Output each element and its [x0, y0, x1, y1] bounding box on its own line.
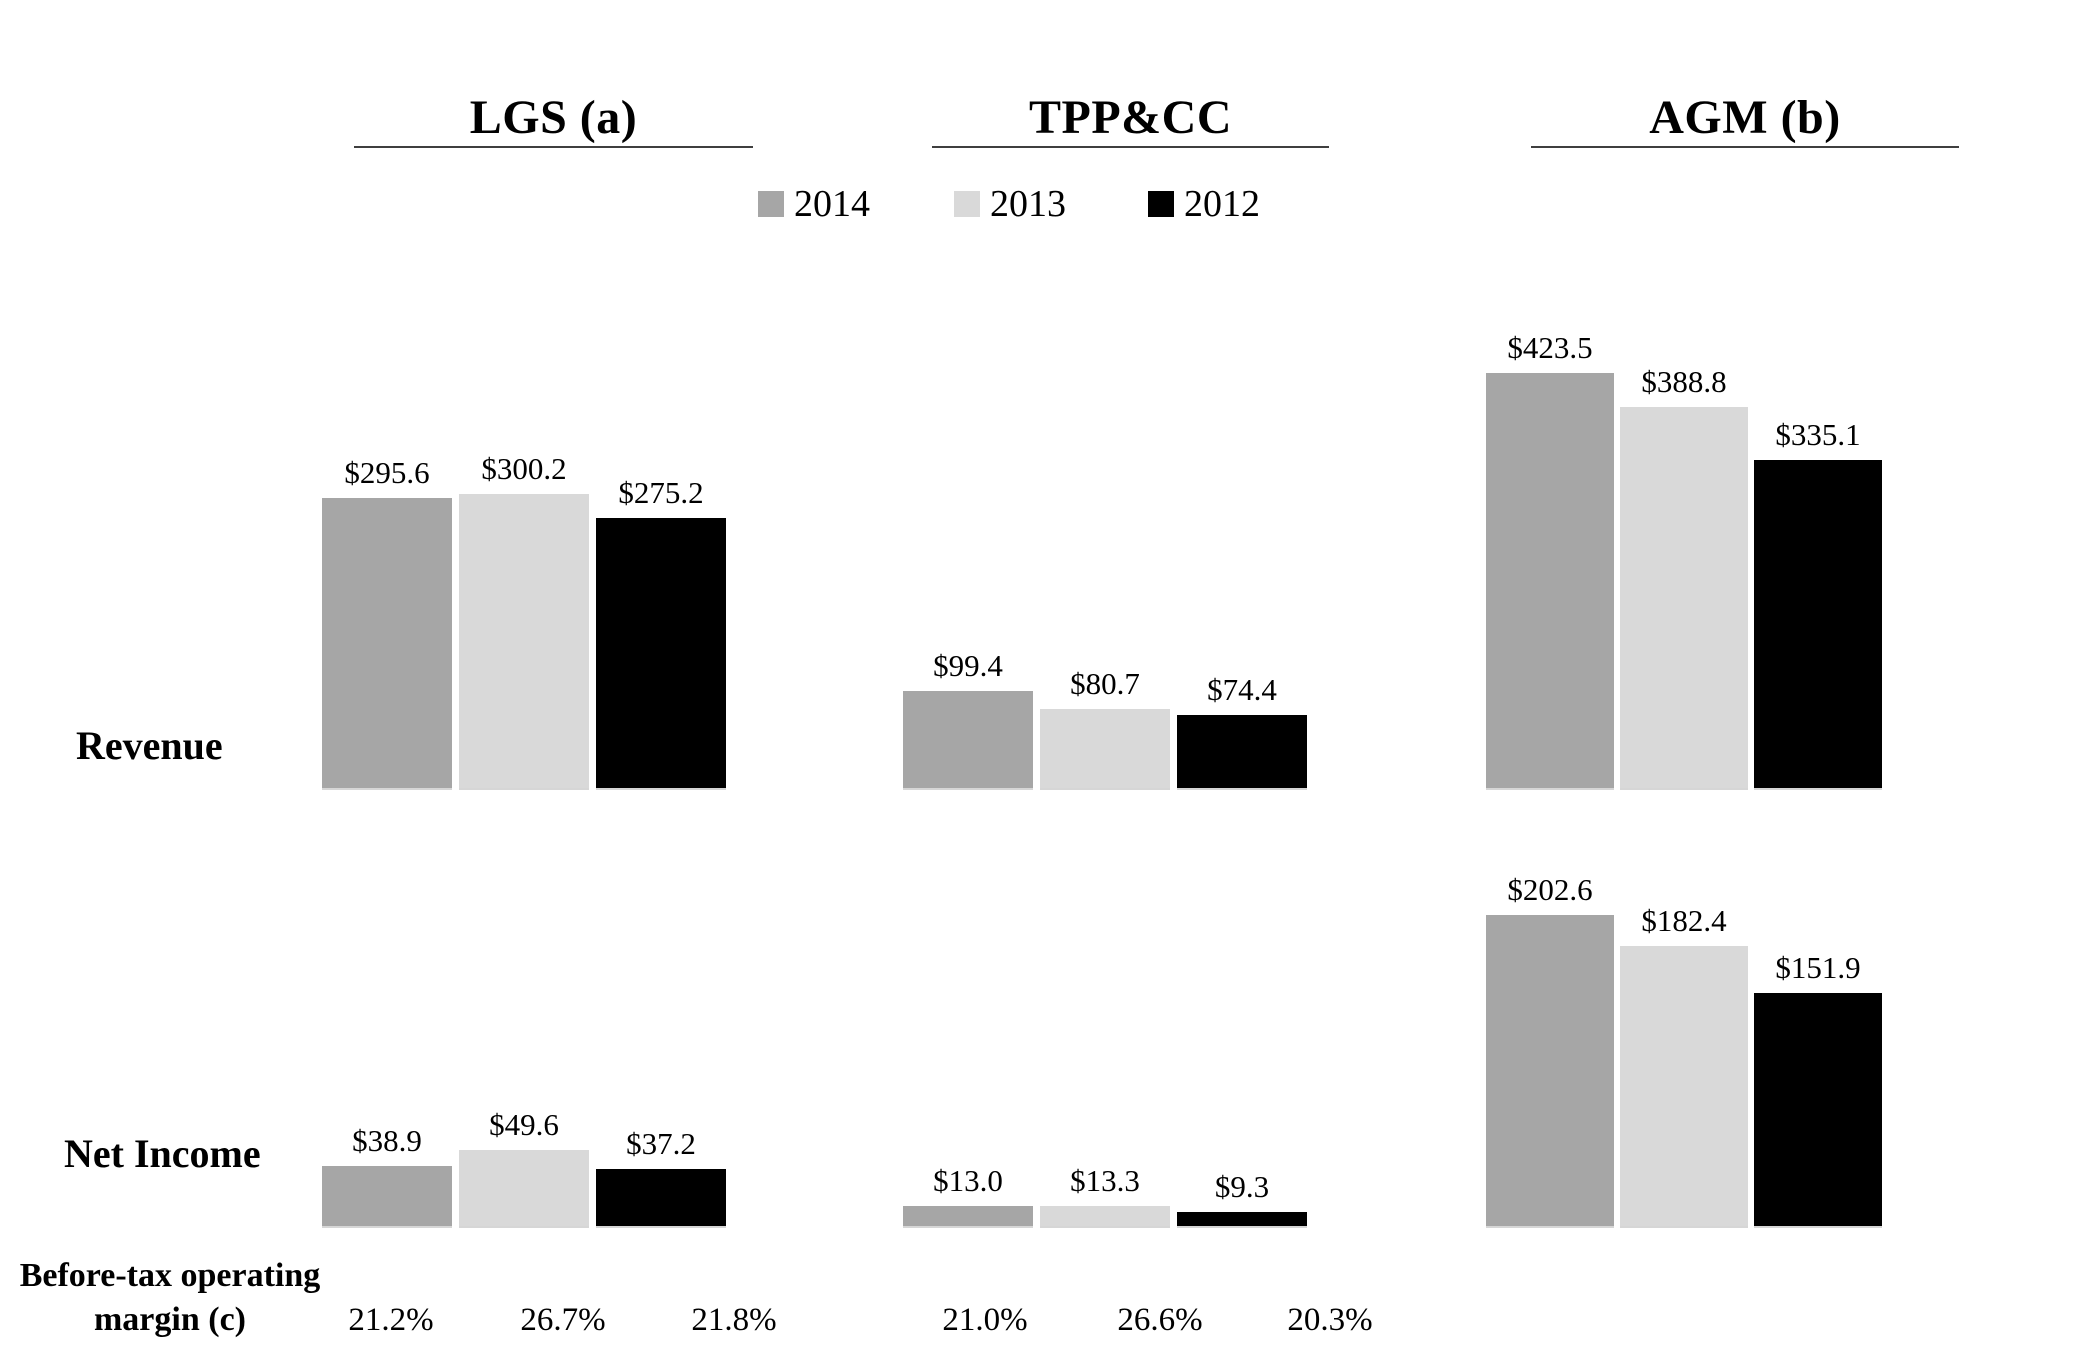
bar-revenue-2012	[596, 518, 726, 788]
bar-net_income-2013	[459, 1150, 589, 1226]
bar-revenue-2014	[1486, 373, 1614, 788]
legend-item-2014: 2014	[758, 184, 918, 224]
bar-net_income-2014	[903, 1206, 1033, 1226]
row-label-revenue: Revenue	[76, 723, 223, 768]
bar-net_income-2014	[322, 1166, 452, 1226]
legend-label-2013: 2013	[990, 183, 1066, 225]
bar-net_income-2014	[1486, 915, 1614, 1226]
bar-revenue-2013	[459, 494, 589, 788]
bar-value-label: $202.6	[1507, 872, 1593, 907]
bar-value-label: $37.2	[626, 1126, 696, 1161]
segment-header-agm: AGM (b)	[1531, 90, 1959, 148]
bar-net_income-2013	[1040, 1206, 1170, 1226]
segment-header-tppcc: TPP&CC	[932, 90, 1329, 148]
margin-row-label-line2: margin (c)	[93, 1301, 246, 1338]
bar-revenue-2014	[322, 498, 452, 788]
legend-label-2012: 2012	[1184, 183, 1260, 225]
bar-value-label: $13.0	[933, 1163, 1003, 1198]
margin-row-label-line1: Before-tax operating	[19, 1257, 321, 1294]
bar-revenue-2012	[1754, 460, 1882, 788]
bar-value-label: $38.9	[352, 1123, 422, 1158]
margin-value: 26.7%	[520, 1302, 606, 1338]
margin-row-label: Before-tax operating margin (c)	[8, 1254, 332, 1342]
bar-net_income-2012	[1754, 993, 1882, 1226]
bar-revenue-2013	[1040, 709, 1170, 788]
legend-item-2012: 2012	[1148, 184, 1308, 224]
bar-value-label: $335.1	[1775, 417, 1861, 452]
bar-revenue-2013	[1620, 407, 1748, 788]
bar-revenue-2014	[903, 691, 1033, 788]
bar-value-label: $151.9	[1775, 950, 1861, 985]
bar-value-label: $13.3	[1070, 1163, 1140, 1198]
segment-header-lgs: LGS (a)	[354, 90, 753, 148]
bar-value-label: $80.7	[1070, 666, 1140, 701]
legend-label-2014: 2014	[794, 183, 870, 225]
bar-value-label: $182.4	[1641, 903, 1727, 938]
margin-value: 21.0%	[942, 1302, 1028, 1338]
legend-item-2013: 2013	[954, 184, 1114, 224]
margin-value: 21.8%	[691, 1302, 777, 1338]
bar-value-label: $74.4	[1207, 672, 1277, 707]
legend-swatch-2012-icon	[1148, 191, 1174, 217]
bar-value-label: $423.5	[1507, 330, 1593, 365]
bar-value-label: $295.6	[344, 455, 430, 490]
bar-net_income-2013	[1620, 946, 1748, 1226]
margin-value: 26.6%	[1117, 1302, 1203, 1338]
bar-value-label: $9.3	[1214, 1169, 1270, 1204]
legend-swatch-2014-icon	[758, 191, 784, 217]
bar-net_income-2012	[596, 1169, 726, 1226]
bar-value-label: $99.4	[933, 648, 1003, 683]
bar-value-label: $300.2	[481, 451, 567, 486]
bar-value-label: $388.8	[1641, 364, 1727, 399]
bar-net_income-2012	[1177, 1212, 1307, 1226]
margin-value: 20.3%	[1287, 1302, 1373, 1338]
margin-value: 21.2%	[348, 1302, 434, 1338]
row-label-net-income: Net Income	[64, 1131, 261, 1176]
bar-value-label: $49.6	[489, 1107, 559, 1142]
bar-revenue-2012	[1177, 715, 1307, 788]
bar-value-label: $275.2	[618, 475, 704, 510]
legend-swatch-2013-icon	[954, 191, 980, 217]
